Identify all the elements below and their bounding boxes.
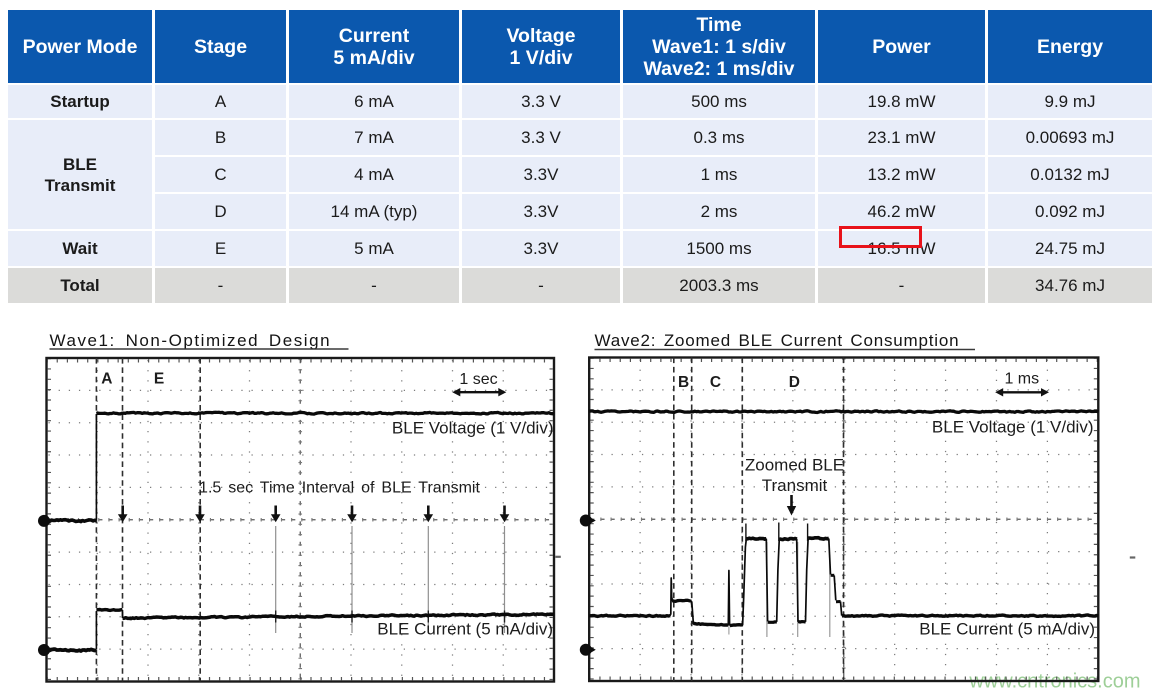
svg-text:1 ms: 1 ms — [1004, 371, 1039, 388]
svg-text:B: B — [678, 374, 689, 391]
svg-text:BLE Current (5 mA/div): BLE Current (5 mA/div) — [919, 620, 1095, 639]
svg-text:BLE Voltage (1 V/div): BLE Voltage (1 V/div) — [392, 419, 554, 438]
svg-text:BLE Voltage (1 V/div): BLE Voltage (1 V/div) — [932, 418, 1094, 437]
svg-text:C: C — [710, 374, 721, 391]
svg-text:A: A — [101, 371, 112, 388]
svg-text:Transmit: Transmit — [762, 476, 828, 495]
svg-text:1 sec: 1 sec — [459, 371, 497, 388]
svg-text:E: E — [154, 371, 164, 388]
svg-text:Wave1: Non-Optimized Design: Wave1: Non-Optimized Design — [50, 331, 332, 350]
svg-text:Wave2: Zoomed BLE Current Cons: Wave2: Zoomed BLE Current Consumption — [595, 331, 960, 350]
svg-text:1.5 sec Time Interval of BLE T: 1.5 sec Time Interval of BLE Transmit — [199, 480, 480, 497]
svg-text:Zoomed BLE: Zoomed BLE — [745, 456, 844, 475]
svg-text:D: D — [789, 374, 800, 391]
svg-text:BLE Current (5 mA/div): BLE Current (5 mA/div) — [377, 620, 553, 639]
